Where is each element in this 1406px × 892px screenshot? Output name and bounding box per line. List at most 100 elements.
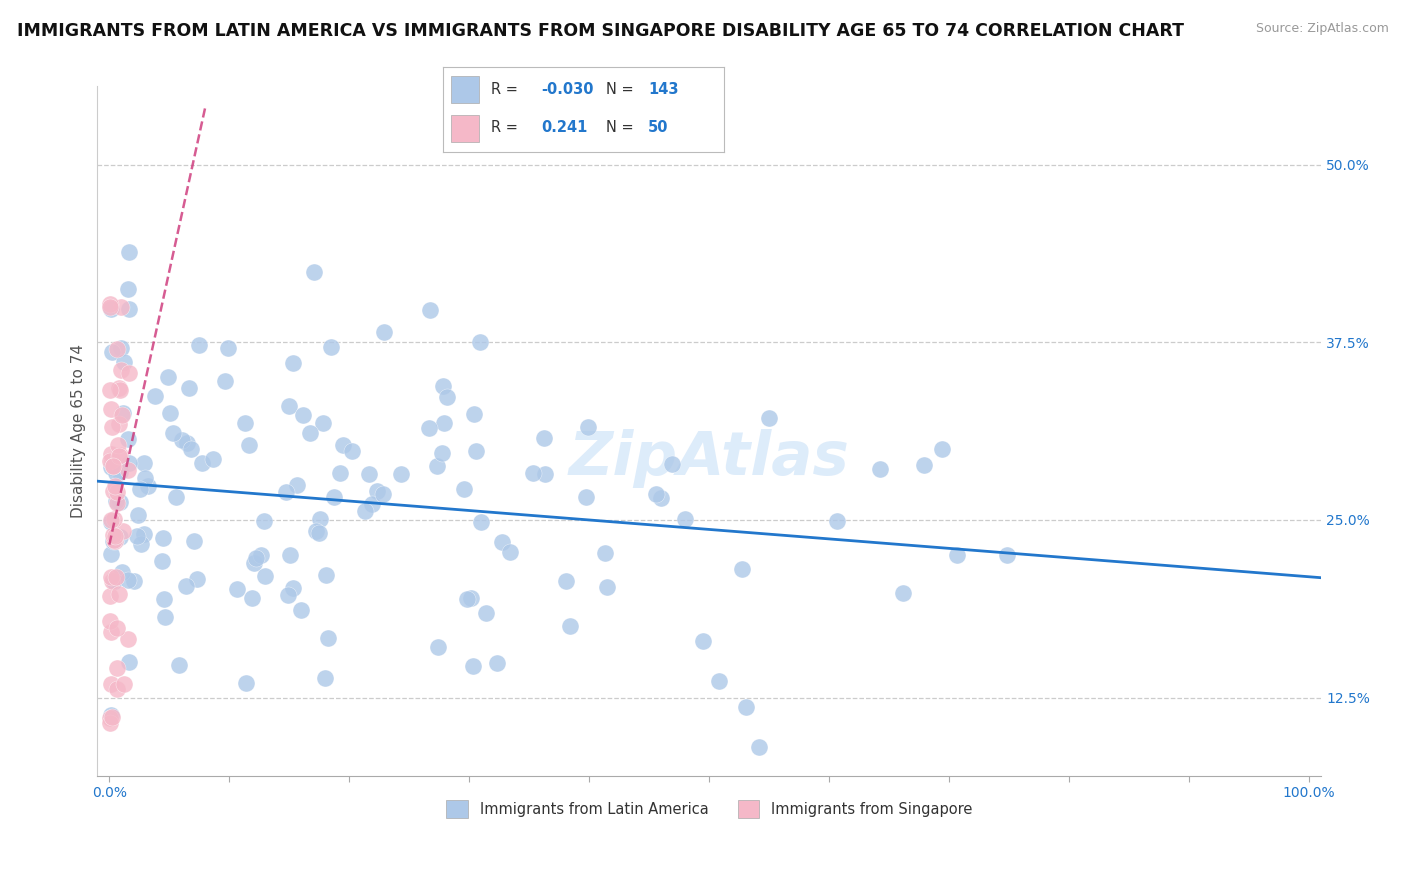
Point bbox=[100, 624, 122, 639]
Point bbox=[312, 416, 335, 430]
Point bbox=[316, 631, 339, 645]
Text: N =: N = bbox=[606, 120, 634, 136]
Point bbox=[361, 497, 384, 511]
Point bbox=[111, 409, 134, 423]
Point bbox=[277, 399, 299, 413]
Point bbox=[105, 681, 128, 696]
Point bbox=[100, 708, 122, 723]
Point bbox=[328, 467, 350, 481]
Point bbox=[100, 402, 122, 417]
Point bbox=[298, 426, 321, 441]
Point bbox=[100, 301, 122, 316]
Point bbox=[108, 448, 131, 462]
Point bbox=[122, 574, 145, 589]
Point bbox=[127, 508, 149, 522]
Point bbox=[436, 390, 458, 404]
Point bbox=[253, 569, 276, 583]
Point bbox=[118, 245, 141, 260]
Point bbox=[309, 511, 332, 525]
Point bbox=[118, 655, 141, 669]
Point bbox=[419, 302, 441, 317]
Point bbox=[108, 465, 131, 479]
Point bbox=[103, 479, 125, 493]
Point bbox=[281, 581, 304, 595]
Point bbox=[98, 615, 121, 629]
Point bbox=[100, 459, 122, 474]
Point bbox=[555, 574, 578, 588]
Point bbox=[108, 495, 131, 509]
Point bbox=[117, 573, 139, 587]
Point bbox=[134, 457, 156, 471]
Point bbox=[389, 467, 412, 481]
Point bbox=[129, 482, 152, 496]
Point bbox=[308, 526, 330, 541]
Point bbox=[560, 618, 582, 632]
Point bbox=[145, 389, 167, 403]
Point bbox=[366, 484, 388, 499]
Point bbox=[418, 420, 440, 434]
Point bbox=[225, 582, 247, 596]
Point bbox=[98, 711, 121, 725]
Point bbox=[217, 341, 239, 355]
Text: Source: ZipAtlas.com: Source: ZipAtlas.com bbox=[1256, 22, 1389, 36]
Point bbox=[302, 265, 325, 279]
Point bbox=[117, 282, 139, 296]
Point bbox=[332, 437, 354, 451]
Point bbox=[107, 417, 129, 431]
Text: N =: N = bbox=[606, 82, 634, 97]
Point bbox=[101, 534, 124, 549]
Point bbox=[276, 588, 298, 602]
Point bbox=[235, 676, 257, 690]
Point bbox=[595, 546, 617, 560]
Point bbox=[118, 301, 141, 316]
Point bbox=[100, 783, 122, 797]
Point bbox=[112, 406, 135, 420]
Point bbox=[107, 621, 129, 635]
Point bbox=[110, 362, 132, 376]
Point bbox=[673, 512, 696, 526]
Point bbox=[134, 471, 156, 485]
Point bbox=[170, 434, 193, 448]
Point bbox=[118, 366, 141, 380]
Point bbox=[359, 467, 381, 482]
Point bbox=[281, 356, 304, 370]
Point bbox=[105, 660, 128, 674]
Point bbox=[202, 452, 225, 467]
Point bbox=[155, 609, 177, 624]
Point bbox=[105, 467, 128, 481]
Point bbox=[98, 454, 121, 468]
Point bbox=[103, 574, 125, 589]
Point bbox=[430, 446, 453, 460]
Point bbox=[98, 297, 121, 311]
Point bbox=[869, 462, 891, 476]
Point bbox=[644, 487, 666, 501]
Point bbox=[709, 673, 731, 688]
Point bbox=[314, 671, 336, 685]
Point bbox=[485, 656, 508, 670]
Point bbox=[825, 514, 848, 528]
Point bbox=[138, 479, 160, 493]
Point bbox=[291, 409, 314, 423]
Point bbox=[100, 677, 122, 691]
Point bbox=[373, 326, 395, 340]
Point bbox=[278, 549, 301, 563]
Point bbox=[150, 554, 173, 568]
Text: IMMIGRANTS FROM LATIN AMERICA VS IMMIGRANTS FROM SINGAPORE DISABILITY AGE 65 TO : IMMIGRANTS FROM LATIN AMERICA VS IMMIGRA… bbox=[17, 22, 1184, 40]
Point bbox=[426, 459, 449, 474]
Point bbox=[470, 334, 492, 349]
Point bbox=[575, 490, 598, 504]
Point bbox=[103, 533, 125, 547]
Point bbox=[453, 483, 475, 497]
Point bbox=[661, 457, 683, 471]
Point bbox=[242, 557, 264, 571]
Point bbox=[433, 417, 456, 431]
Point bbox=[111, 524, 134, 538]
Point bbox=[117, 432, 139, 446]
Point bbox=[110, 342, 132, 356]
Point bbox=[125, 529, 148, 543]
Text: R =: R = bbox=[491, 120, 517, 136]
Point bbox=[427, 640, 450, 654]
Point bbox=[100, 516, 122, 530]
Text: ZipAtlas: ZipAtlas bbox=[569, 429, 849, 488]
Point bbox=[491, 535, 513, 549]
